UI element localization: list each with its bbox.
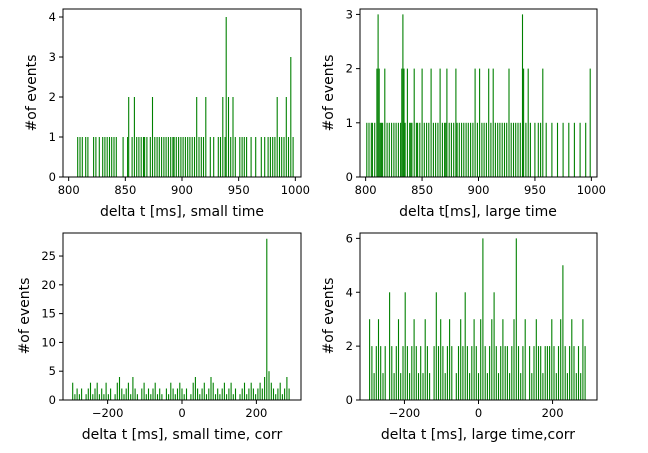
y-axis-label: #of events xyxy=(321,278,337,355)
x-axis-label: delta t [ms], large time,corr xyxy=(381,427,575,443)
x-tick-label: −200 xyxy=(389,406,421,420)
x-tick-label: −200 xyxy=(92,406,124,420)
x-tick-label: 200 xyxy=(245,406,267,420)
x-tick-label: 200 xyxy=(542,406,564,420)
x-tick-label: 950 xyxy=(228,183,250,197)
y-tick-label: 2 xyxy=(49,90,56,104)
y-tick-label: 4 xyxy=(346,285,353,299)
y-tick-label: 15 xyxy=(41,307,56,321)
y-tick-label: 25 xyxy=(41,249,56,263)
panel-large-time-corr: −200 0 200 0 2 4 6 delta t [ms], large time,c… xyxy=(321,231,598,443)
x-tick-label: 0 xyxy=(178,406,185,420)
y-tick-label: 0 xyxy=(346,170,353,184)
axes-frame xyxy=(62,232,302,401)
x-tick-label: 950 xyxy=(524,183,546,197)
panel-small-time: 800 850 900 950 1000 0 1 2 3 4 delta t [ms], sma… xyxy=(24,8,310,220)
y-tick-label: 10 xyxy=(41,335,56,349)
y-tick-label: 20 xyxy=(41,278,56,292)
axes-frame xyxy=(359,8,598,178)
x-tick-label: 800 xyxy=(58,183,80,197)
axes-frame xyxy=(62,8,302,178)
y-tick-label: 4 xyxy=(49,10,56,24)
y-tick-label: 1 xyxy=(346,116,353,130)
y-tick-label: 0 xyxy=(49,170,56,184)
x-tick-label: 1000 xyxy=(281,183,310,197)
y-tick-label: 1 xyxy=(49,130,56,144)
axes-frame xyxy=(359,232,598,401)
x-axis-label: delta t [ms], small time, corr xyxy=(82,427,283,443)
y-tick-label: 6 xyxy=(346,231,353,245)
panel-large-time: 800 850 900 950 1000 0 1 2 3 delta t[ms], large… xyxy=(321,7,606,220)
y-tick-label: 3 xyxy=(49,50,56,64)
x-axis-label: delta t[ms], large time xyxy=(399,204,557,220)
x-axis-label: delta t [ms], small time xyxy=(100,204,264,220)
x-tick-label: 850 xyxy=(114,183,136,197)
x-tick-label: 800 xyxy=(355,183,377,197)
y-axis-label: #of events xyxy=(17,278,33,355)
x-tick-label: 900 xyxy=(468,183,490,197)
y-tick-label: 0 xyxy=(346,393,353,407)
y-tick-label: 2 xyxy=(346,62,353,76)
panel-small-time-corr: −200 0 200 0 5 10 15 20 25 delta t [ms], small … xyxy=(17,232,302,443)
y-axis-label: #of events xyxy=(321,55,337,132)
y-tick-label: 0 xyxy=(49,393,56,407)
x-tick-label: 1000 xyxy=(577,183,606,197)
y-tick-label: 5 xyxy=(49,364,56,378)
x-tick-label: 900 xyxy=(171,183,193,197)
y-axis-label: #of events xyxy=(24,55,40,132)
x-tick-label: 850 xyxy=(411,183,433,197)
x-tick-label: 0 xyxy=(475,406,482,420)
y-tick-label: 3 xyxy=(346,7,353,21)
y-tick-label: 2 xyxy=(346,339,353,353)
